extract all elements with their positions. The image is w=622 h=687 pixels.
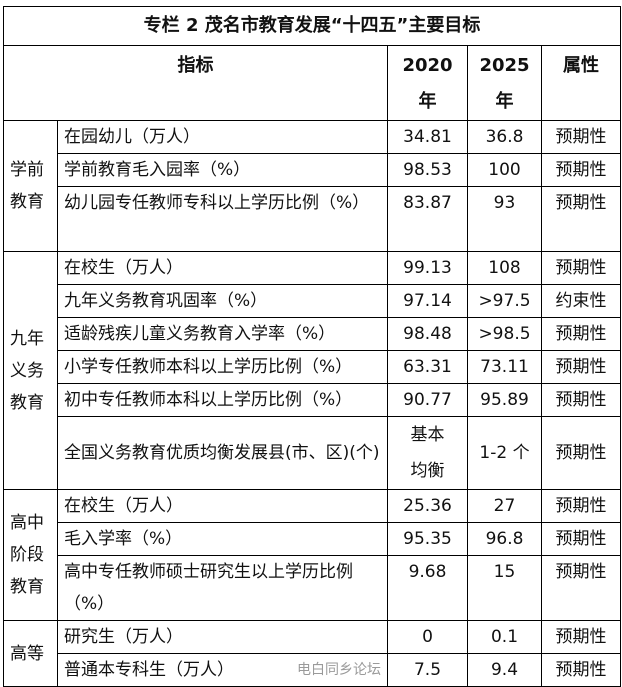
indicator-cell: 学前教育毛入园率（%） [57,153,388,187]
value-2020-cell: 90.77 [387,383,468,417]
category-cell: 高中 阶段 教育 [3,489,58,621]
value-2025-cell: 108 [467,251,542,285]
attribute-cell: 预期性 [540,555,622,621]
attribute-cell: 预期性 [540,416,622,490]
indicator-cell: 初中专任教师本科以上学历比例（%） [57,383,388,417]
table-row: 高中 阶段 教育 在校生（万人） 25.36 27 预期性 [3,489,622,621]
indicator-cell: 高中专任教师硕士研究生以上学历比例（%） [57,555,388,621]
indicator-text: 全国义务教育优质均衡发展县(市、区)(个) [64,443,380,463]
indicator-text: 小学专任教师本科以上学历比例（%） [64,357,353,377]
header-attr: 属性 [540,45,622,121]
table-row: 适龄残疾儿童义务教育入学率（%） 98.48 >98.5 预期性 [4,317,622,351]
value-2020-cell: 0 [387,620,468,654]
attribute-cell: 预期性 [540,620,622,654]
value-2020-cell: 25.36 [387,489,468,523]
value-2020-cell: 98.53 [387,153,468,187]
indicator-cell: 在校生（万人） [57,489,388,523]
value-2025-cell: 36.8 [467,120,542,154]
value-2025-cell: >97.5 [467,284,542,318]
indicator-text: 初中专任教师本科以上学历比例（%） [64,390,353,410]
table-row: 九年义务教育巩固率（%） 97.14 >97.5 约束性 [4,284,622,318]
table-row: 学前教育毛入园率（%） 98.53 100 预期性 [4,153,622,187]
indicator-text: 在校生（万人） [64,496,183,516]
indicator-text: 在校生（万人） [64,258,183,278]
value-2025-cell: 100 [467,153,542,187]
indicator-cell: 适龄残疾儿童义务教育入学率（%） [57,317,388,351]
value-2020-cell: 99.13 [387,251,468,285]
indicator-cell: 全国义务教育优质均衡发展县(市、区)(个) [57,416,388,490]
attribute-cell: 预期性 [540,186,622,252]
indicator-text: 学前教育毛入园率（%） [64,160,251,180]
indicator-cell: 幼儿园专任教师专科以上学历比例（%） [57,186,388,252]
header-2020: 2020 年 [387,45,468,121]
indicator-text: 在园幼儿（万人） [64,127,200,147]
value-2020-cell: 95.35 [387,522,468,556]
indicator-text: 普通本专科生（万人） [64,660,234,680]
indicator-cell: 在校生（万人） [57,251,388,285]
value-2020-cell: 7.5 [387,653,468,687]
attribute-cell: 预期性 [540,120,622,154]
attribute-cell: 预期性 [540,251,622,285]
value-2025-cell: 0.1 [467,620,542,654]
indicator-cell: 小学专任教师本科以上学历比例（%） [57,350,388,384]
value-2025-cell: 96.8 [467,522,542,556]
table-row: 初中专任教师本科以上学历比例（%） 90.77 95.89 预期性 [4,383,622,417]
value-2025-cell: 27 [467,489,542,523]
value-2025-cell: 73.11 [467,350,542,384]
indicator-cell: 普通本专科生（万人） 电白同乡论坛 [57,653,388,687]
indicator-cell: 九年义务教育巩固率（%） [57,284,388,318]
table-title: 专栏 2 茂名市教育发展“十四五”主要目标 [2,6,622,46]
table-row: 幼儿园专任教师专科以上学历比例（%） 83.87 93 预期性 [4,186,622,252]
attribute-cell: 预期性 [540,350,622,384]
table-row: 高中专任教师硕士研究生以上学历比例（%） 9.68 15 预期性 [4,555,622,621]
table-row: 高等 研究生（万人） 0 0.1 预期性 [3,620,622,687]
indicator-text: 幼儿园专任教师专科以上学历比例（%） [64,193,370,213]
indicator-text: 适龄残疾儿童义务教育入学率（%） [64,324,336,344]
category-cell: 学前 教育 [3,120,58,252]
attribute-cell: 预期性 [540,153,622,187]
table-row: 学前 教育 在园幼儿（万人） 34.81 36.8 预期性 [3,120,622,252]
value-2020-cell: 63.31 [387,350,468,384]
value-2020-cell: 83.87 [387,186,468,252]
attribute-cell: 预期性 [540,522,622,556]
indicator-cell: 毛入学率（%） [57,522,388,556]
value-2025-cell: >98.5 [467,317,542,351]
category-cell: 高等 [3,620,58,687]
table-row: 普通本专科生（万人） 电白同乡论坛 7.5 9.4 预期性 [4,653,622,687]
value-2025-cell: 15 [467,555,542,621]
education-targets-table: 专栏 2 茂名市教育发展“十四五”主要目标 指标 2020 年 2025 年 属… [2,6,622,687]
value-2025-cell: 93 [467,186,542,252]
table-row: 全国义务教育优质均衡发展县(市、区)(个) 基本 均衡 1-2 个预期性 [4,416,622,490]
indicator-text: 高中专任教师硕士研究生以上学历比例（%） [64,562,353,614]
header-2025: 2025 年 [467,45,542,121]
value-2020-cell: 98.48 [387,317,468,351]
value-2020-cell: 97.14 [387,284,468,318]
indicator-text: 毛入学率（%） [64,529,183,549]
value-2025-cell: 95.89 [467,383,542,417]
indicator-cell: 研究生（万人） [57,620,388,654]
table-row: 毛入学率（%） 95.35 96.8 预期性 [4,522,622,556]
indicator-cell: 在园幼儿（万人） [57,120,388,154]
header-indicator: 指标 [3,45,388,121]
table-row: 九年 义务 教育 在校生（万人） 99.13 108 预期性 [3,251,622,490]
attribute-cell: 预期性 [540,317,622,351]
watermark: 电白同乡论坛 [297,662,381,678]
value-2020-cell: 基本 均衡 [387,416,468,490]
attribute-cell: 预期性 [540,489,622,523]
value-2020-cell: 9.68 [387,555,468,621]
value-2025-cell: 9.4 [467,653,542,687]
indicator-text: 研究生（万人） [64,627,183,647]
attribute-cell: 预期性 [540,653,622,687]
indicator-text: 九年义务教育巩固率（%） [64,291,268,311]
value-2020-cell: 34.81 [387,120,468,154]
attribute-cell: 预期性 [540,383,622,417]
category-cell: 九年 义务 教育 [3,251,58,490]
attribute-cell: 约束性 [540,284,622,318]
value-2025-cell: 1-2 个 [467,416,542,490]
table-row: 小学专任教师本科以上学历比例（%） 63.31 73.11 预期性 [4,350,622,384]
